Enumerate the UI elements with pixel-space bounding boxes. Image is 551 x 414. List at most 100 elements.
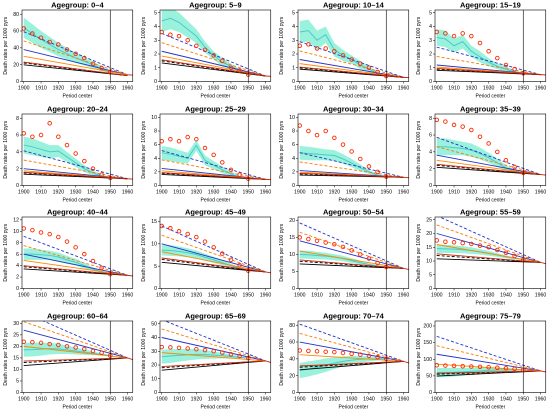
observed-point	[322, 128, 328, 133]
observed-point	[305, 42, 311, 47]
plot-area	[159, 217, 271, 289]
y-tick-label: 5	[429, 10, 432, 16]
y-tick-label: 0	[16, 390, 19, 396]
x-tick-label: 1900	[293, 86, 305, 92]
band-center-line	[436, 37, 524, 74]
band-center-line	[23, 144, 111, 178]
x-tick-label: 1940	[225, 396, 237, 402]
line-tail	[265, 359, 271, 363]
observed-point	[237, 171, 242, 177]
observed-point	[348, 351, 354, 356]
y-tick-label: 10	[151, 241, 157, 247]
line-orange-dashed	[299, 50, 404, 78]
x-tick-label: 1910	[449, 396, 461, 402]
x-tick-label: 1930	[208, 189, 220, 195]
x-tick-label: 1950	[518, 293, 530, 299]
panel-title: Agegroup: 20–24	[47, 104, 109, 113]
panel-svg: Agegroup: 25–29 1900 1910 1920 1930 1940 1950 1…	[141, 104, 272, 203]
line-navy-dashed	[161, 32, 266, 77]
observed-point	[452, 122, 457, 127]
y-tick-label: 8	[429, 115, 432, 121]
panel-title: Agegroup: 25–29	[185, 104, 246, 113]
x-tick-label: 1910	[173, 396, 185, 402]
band-center-line	[161, 17, 249, 76]
observed-point	[30, 227, 35, 233]
x-tick-label: 1900	[431, 189, 443, 195]
y-tick-label: 4	[292, 155, 295, 161]
x-tick-label: 1930	[345, 189, 357, 195]
y-tick-label: 3	[154, 38, 157, 44]
observed-point	[90, 258, 96, 264]
x-tick-label: 1960	[397, 293, 409, 299]
observed-point	[503, 157, 509, 163]
x-tick-label: 1920	[328, 396, 340, 402]
y-tick-label: 1	[292, 65, 295, 71]
observed-point	[73, 51, 78, 56]
x-axis-label: Period center	[63, 404, 93, 410]
y-tick-label: 4	[429, 24, 432, 30]
y-tick-label: 20	[289, 373, 295, 379]
y-tick-label: 60	[13, 29, 19, 35]
x-tick-label: 1960	[260, 189, 272, 195]
band-center-line	[161, 353, 249, 359]
plot-frame	[297, 9, 409, 82]
y-tick-label: 3	[429, 38, 432, 44]
observed-point	[193, 346, 199, 351]
x-axis-label: Period center	[63, 301, 93, 307]
x-tick-label: 1920	[328, 189, 340, 195]
chart-panel: Agegroup: 45–49 1900 1910 1920 1930 1940 1950 1…	[138, 207, 276, 311]
observed-point	[90, 348, 96, 353]
x-tick-label: 1900	[156, 86, 168, 92]
line-tail	[540, 173, 546, 176]
y-axis-label: Death rates per 1000 pyrs	[141, 120, 147, 178]
x-tick-label: 1920	[53, 86, 65, 92]
observed-point	[366, 353, 371, 358]
x-tick-label: 1910	[311, 396, 323, 402]
y-tick-label: 5	[292, 269, 295, 275]
uncertainty-band	[161, 10, 248, 76]
x-tick-label: 1940	[363, 293, 375, 299]
observed-point	[452, 363, 457, 368]
panel-title: Agegroup: 70–74	[322, 311, 384, 320]
line-navy-dashed	[23, 149, 128, 179]
observed-point	[374, 260, 380, 266]
x-axis-label: Period center	[476, 94, 506, 100]
y-axis-label: Death rates per 1000 pyrs	[141, 16, 147, 74]
x-tick-label: 1900	[156, 396, 168, 402]
observed-point	[22, 339, 26, 344]
x-tick-label: 1960	[122, 396, 134, 402]
observed-point	[185, 38, 190, 43]
x-tick-label: 1940	[500, 396, 512, 402]
observed-point	[56, 234, 61, 240]
y-tick-label: 2	[16, 166, 19, 172]
x-tick-label: 1930	[208, 86, 220, 92]
observed-point	[452, 240, 457, 245]
x-tick-label: 1910	[173, 293, 185, 299]
plot-frame	[434, 216, 547, 289]
panel-svg: Agegroup: 65–69 1900 1910 1920 1930 1940 1950 1…	[141, 311, 271, 410]
observed-point	[366, 65, 371, 70]
y-tick-label: 4	[292, 24, 295, 30]
plot-frame	[297, 320, 409, 393]
observed-point	[99, 171, 104, 177]
plot-area	[435, 10, 546, 82]
plot-frame	[21, 216, 134, 289]
observed-point	[237, 353, 242, 358]
x-tick-label: 1900	[293, 293, 305, 299]
x-axis-label: Period center	[63, 94, 93, 100]
observed-point	[297, 43, 302, 48]
panel-title: Agegroup: 55–59	[460, 208, 521, 217]
plot-frame	[297, 216, 409, 289]
y-tick-label: 4	[154, 24, 157, 30]
y-tick-label: 4	[154, 155, 157, 161]
x-tick-label: 1960	[122, 293, 134, 299]
observed-point	[99, 265, 104, 271]
y-tick-label: 2	[429, 166, 432, 172]
panel-svg: Agegroup: 0–4 1900 1910 1920 1930 1940 1950 196…	[3, 1, 133, 100]
observed-point	[477, 243, 483, 248]
y-tick-label: 0	[154, 286, 157, 292]
y-tick-label: 1	[429, 65, 432, 71]
y-tick-label: 2	[154, 169, 157, 175]
observed-point	[64, 142, 70, 147]
y-tick-label: 10	[13, 229, 19, 235]
